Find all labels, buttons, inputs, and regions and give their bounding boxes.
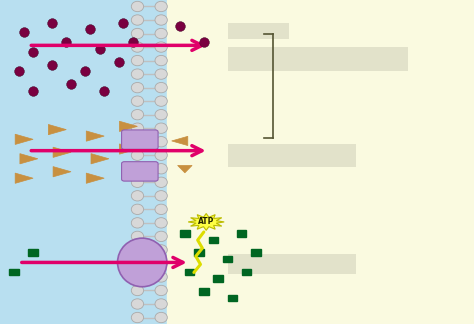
Ellipse shape	[155, 110, 167, 120]
Ellipse shape	[155, 136, 167, 147]
Ellipse shape	[155, 15, 167, 25]
Bar	[180, 230, 190, 237]
Ellipse shape	[155, 82, 167, 93]
Bar	[237, 230, 246, 237]
Polygon shape	[119, 144, 137, 154]
Ellipse shape	[131, 69, 144, 79]
Ellipse shape	[155, 42, 167, 52]
Bar	[223, 256, 232, 262]
Ellipse shape	[131, 110, 144, 120]
Ellipse shape	[155, 204, 167, 214]
Ellipse shape	[155, 123, 167, 133]
Polygon shape	[48, 124, 66, 135]
Ellipse shape	[131, 285, 144, 296]
Polygon shape	[15, 134, 33, 145]
Ellipse shape	[155, 69, 167, 79]
Bar	[228, 295, 237, 301]
Polygon shape	[91, 154, 109, 164]
Polygon shape	[86, 173, 104, 183]
Bar	[228, 23, 289, 39]
Polygon shape	[178, 166, 192, 173]
Ellipse shape	[155, 231, 167, 242]
Ellipse shape	[131, 231, 144, 242]
Ellipse shape	[155, 96, 167, 106]
Ellipse shape	[131, 177, 144, 188]
Polygon shape	[20, 154, 38, 164]
Ellipse shape	[131, 123, 144, 133]
Bar	[0, 0, 167, 324]
Polygon shape	[86, 131, 104, 141]
Ellipse shape	[131, 164, 144, 174]
Ellipse shape	[155, 150, 167, 160]
Ellipse shape	[131, 191, 144, 201]
Ellipse shape	[155, 312, 167, 323]
Bar	[194, 249, 204, 256]
Bar	[185, 269, 194, 275]
Ellipse shape	[131, 299, 144, 309]
Bar	[9, 269, 19, 275]
Ellipse shape	[155, 28, 167, 39]
Bar	[228, 144, 356, 167]
Bar	[242, 269, 251, 275]
Ellipse shape	[118, 238, 167, 287]
Bar	[209, 237, 218, 243]
Ellipse shape	[131, 204, 144, 214]
FancyBboxPatch shape	[121, 162, 158, 181]
Ellipse shape	[131, 218, 144, 228]
Ellipse shape	[155, 177, 167, 188]
Ellipse shape	[131, 258, 144, 269]
Polygon shape	[53, 167, 71, 177]
Ellipse shape	[155, 285, 167, 296]
Ellipse shape	[155, 164, 167, 174]
FancyBboxPatch shape	[121, 130, 158, 149]
Polygon shape	[53, 147, 71, 157]
Bar	[213, 275, 223, 282]
Ellipse shape	[155, 258, 167, 269]
Bar	[228, 47, 408, 71]
Ellipse shape	[155, 272, 167, 282]
Ellipse shape	[131, 150, 144, 160]
Ellipse shape	[131, 136, 144, 147]
Ellipse shape	[131, 15, 144, 25]
Ellipse shape	[155, 245, 167, 255]
Polygon shape	[15, 173, 33, 183]
Text: ATP: ATP	[198, 217, 214, 226]
Ellipse shape	[131, 96, 144, 106]
Ellipse shape	[131, 28, 144, 39]
Ellipse shape	[131, 55, 144, 66]
Ellipse shape	[131, 272, 144, 282]
Bar	[28, 249, 38, 256]
Bar	[251, 249, 261, 256]
Ellipse shape	[155, 55, 167, 66]
Bar	[199, 288, 209, 295]
Ellipse shape	[155, 191, 167, 201]
Ellipse shape	[131, 82, 144, 93]
Bar	[228, 254, 356, 274]
Ellipse shape	[131, 245, 144, 255]
Polygon shape	[172, 136, 188, 145]
Ellipse shape	[131, 1, 144, 12]
Ellipse shape	[155, 218, 167, 228]
Polygon shape	[188, 214, 224, 230]
Ellipse shape	[131, 42, 144, 52]
Ellipse shape	[155, 1, 167, 12]
Ellipse shape	[131, 312, 144, 323]
Ellipse shape	[155, 299, 167, 309]
Polygon shape	[119, 121, 137, 132]
